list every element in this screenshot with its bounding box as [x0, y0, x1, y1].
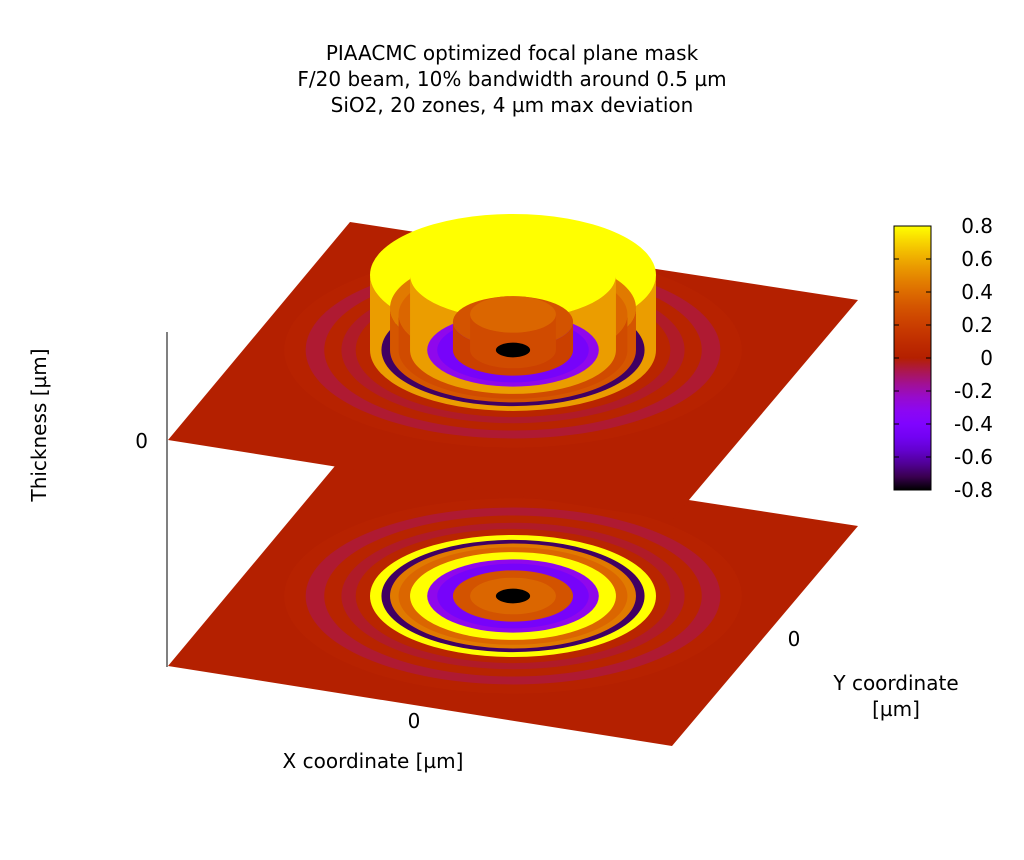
- colorbar-tick-label: 0.6: [961, 247, 993, 271]
- z-tick-label: 0: [135, 429, 148, 453]
- zone-top: [410, 231, 616, 319]
- zone-ring: [495, 588, 531, 604]
- zone-wall: [470, 314, 556, 369]
- y-tick-label: 0: [788, 627, 801, 651]
- chart-title: PIAACMC optimized focal plane mask F/20 …: [297, 41, 726, 117]
- zone-top: [470, 296, 556, 333]
- zone-group: [284, 498, 742, 694]
- title-line-1: PIAACMC optimized focal plane mask: [326, 41, 699, 65]
- colorbar-tick-label: -0.4: [954, 412, 993, 436]
- colorbar-tick-label: -0.6: [954, 445, 993, 469]
- projected-map: [168, 448, 858, 746]
- colorbar-tick-label: 0.4: [961, 280, 993, 304]
- x-tick-label: 0: [408, 709, 421, 733]
- colorbar-tick-label: 0: [980, 346, 993, 370]
- title-line-3: SiO2, 20 zones, 4 µm max deviation: [331, 93, 694, 117]
- x-axis-label: X coordinate [µm]: [283, 749, 464, 773]
- y-axis-label-line-2: [µm]: [872, 697, 920, 721]
- y-axis-label-line-1: Y coordinate: [832, 671, 958, 695]
- colorbar-tick-label: -0.2: [954, 379, 993, 403]
- colorbar-tick-label: 0.2: [961, 313, 993, 337]
- surface-3d: [168, 214, 858, 520]
- z-axis-label: Thickness [µm]: [27, 348, 51, 502]
- colorbar-tick-label: -0.8: [954, 478, 993, 502]
- colorbar: 0.8 0.6 0.4 0.2 0 -0.2 -0.4 -0.6 -0.8: [893, 214, 993, 502]
- colorbar-tick-label: 0.8: [961, 214, 993, 238]
- title-line-2: F/20 beam, 10% bandwidth around 0.5 µm: [297, 67, 726, 91]
- colorbar-gradient: [893, 225, 932, 491]
- zone-top: [495, 342, 531, 358]
